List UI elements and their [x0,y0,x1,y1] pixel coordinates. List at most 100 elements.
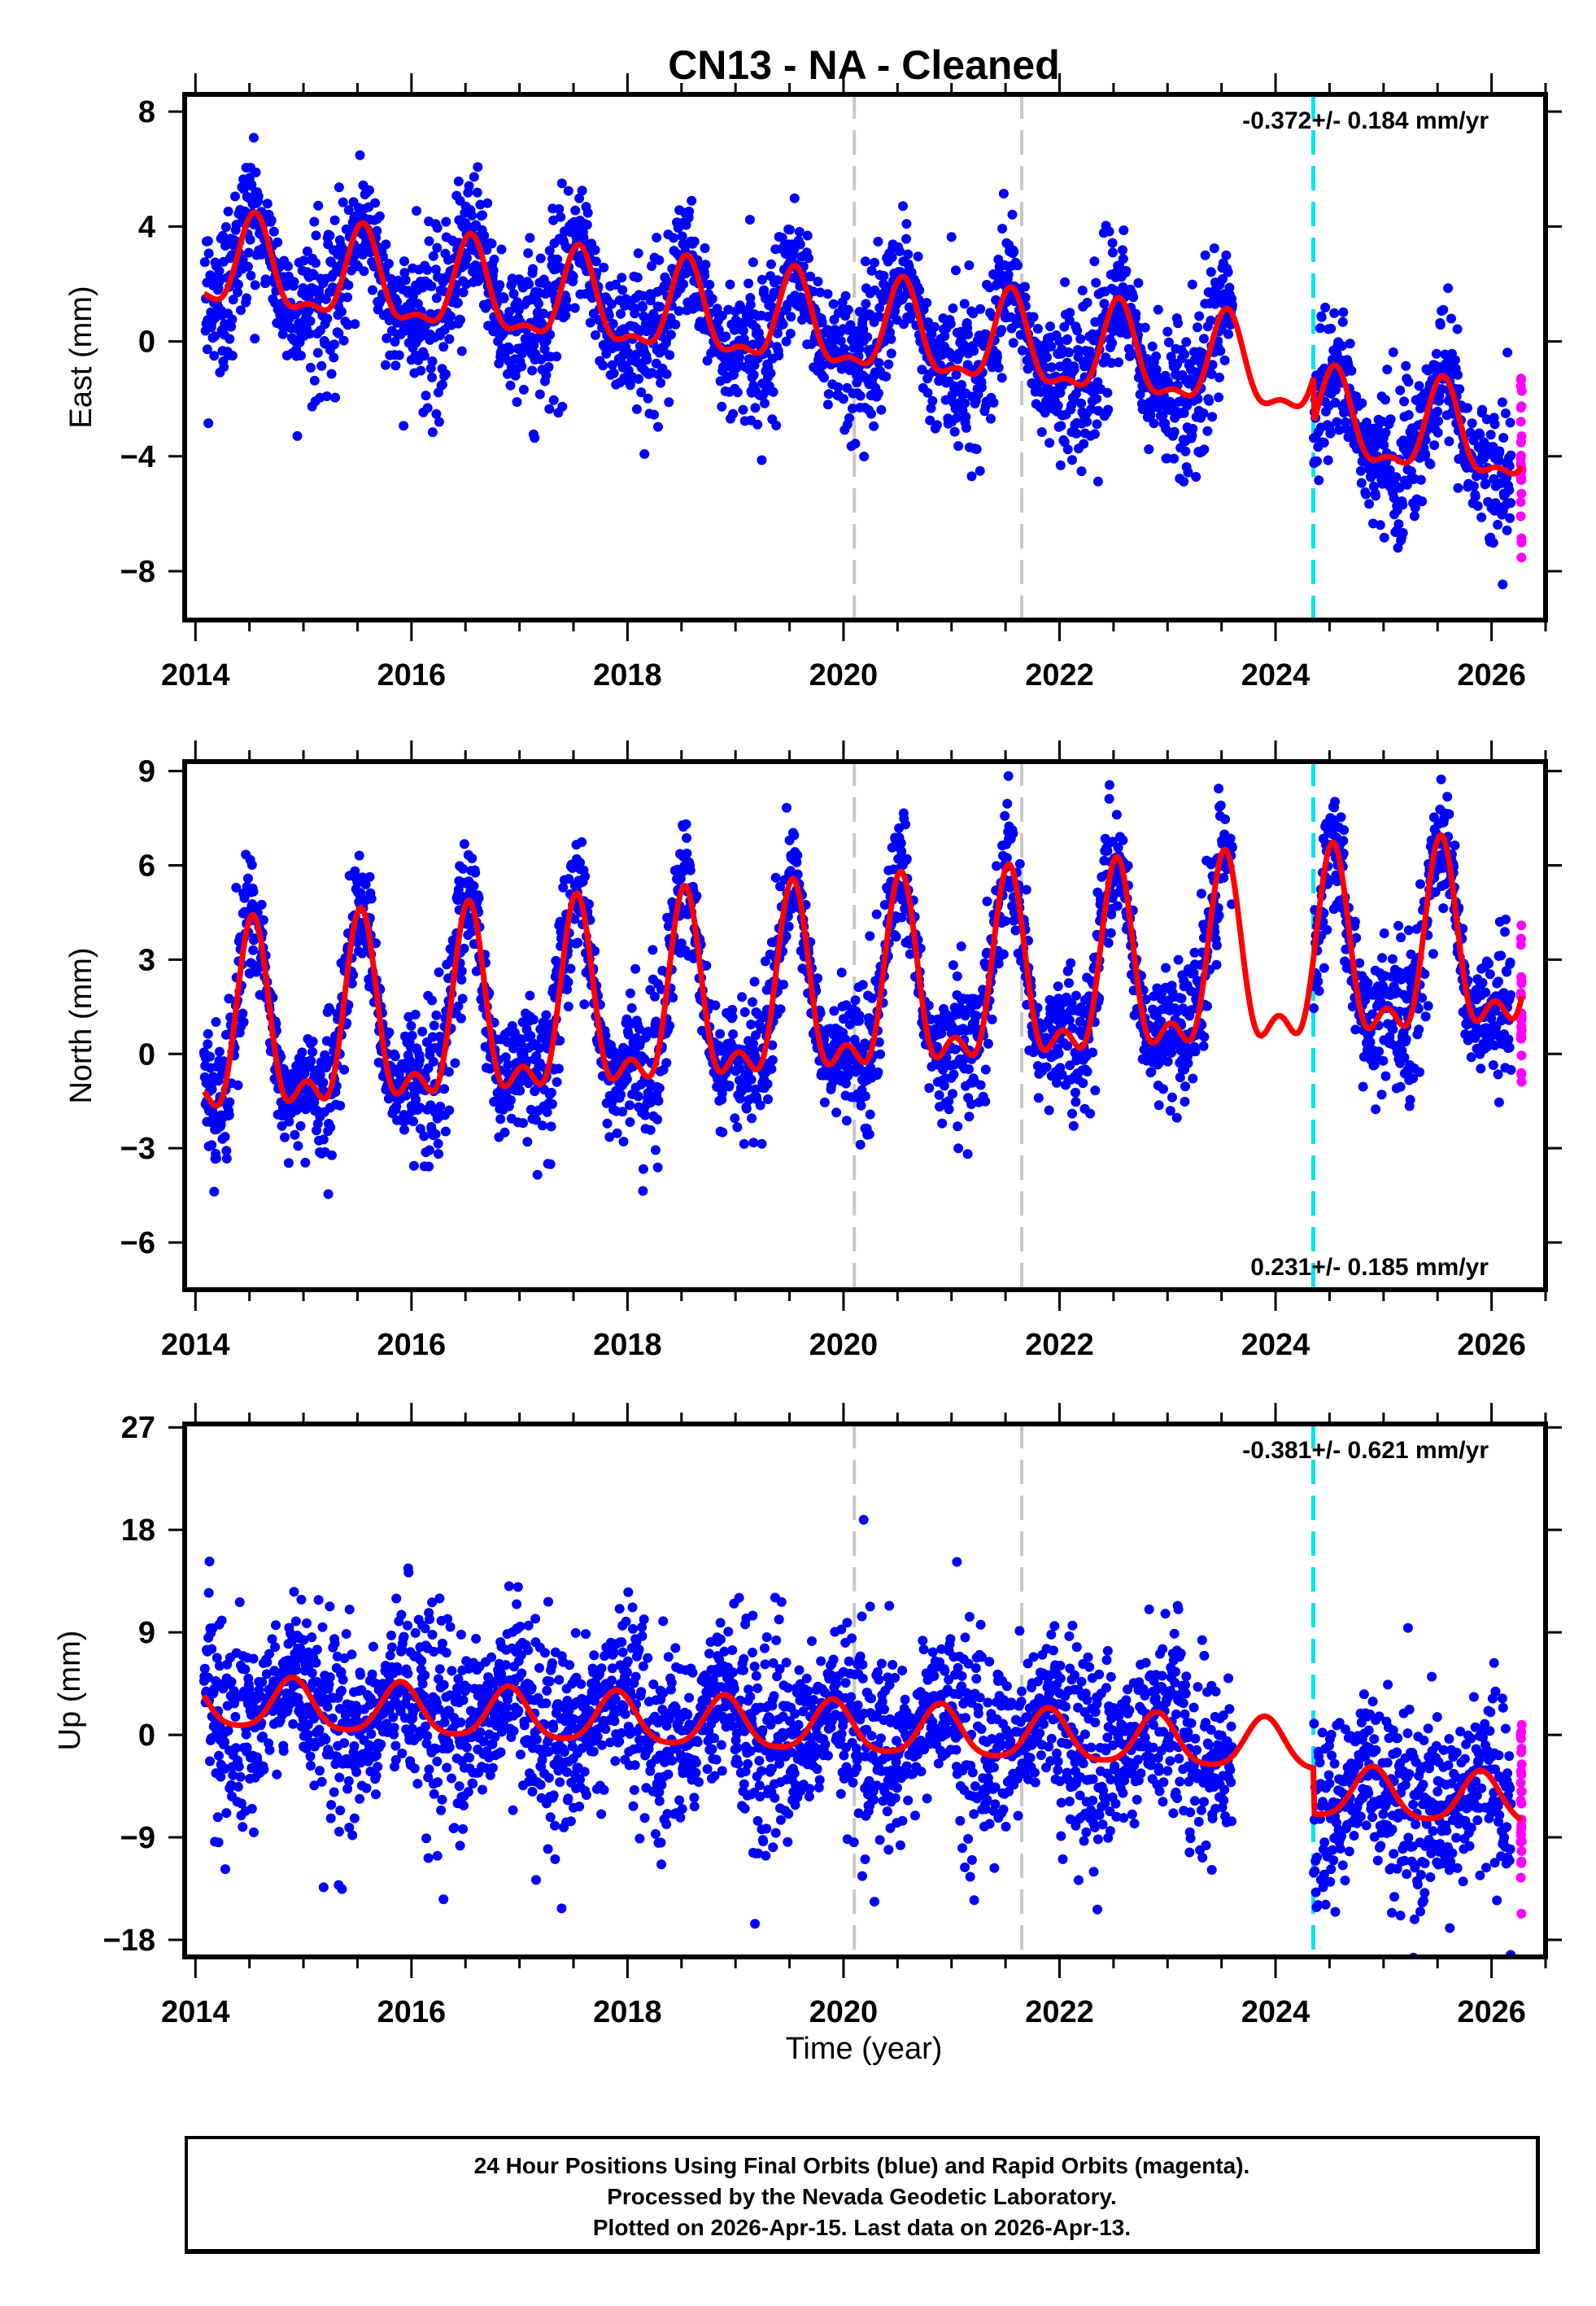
final-orbit-point [364,185,374,195]
final-orbit-point [327,1150,337,1160]
final-orbit-point [355,150,365,160]
final-orbit-point [1162,326,1173,337]
final-orbit-point [350,319,360,330]
final-orbit-point [1046,341,1057,352]
final-orbit-point [1062,444,1073,455]
final-orbit-point [1180,446,1191,456]
final-orbit-point [525,990,535,1001]
final-orbit-point [656,378,666,388]
final-orbit-point [256,899,267,910]
final-orbit-point [512,397,522,407]
final-orbit-point [570,205,581,216]
final-orbit-point [896,912,907,923]
final-orbit-point [1435,320,1446,330]
final-orbit-point [262,199,273,209]
final-orbit-point [768,387,778,397]
final-orbit-point [1106,358,1117,368]
final-orbit-point [1218,273,1228,284]
final-orbit-point [434,417,444,427]
final-orbit-point [738,404,748,415]
final-orbit-point [948,1069,959,1080]
final-orbit-point [368,285,377,295]
final-orbit-point [866,408,876,419]
final-orbit-point [730,1113,740,1124]
final-orbit-point [945,319,956,329]
final-orbit-point [469,880,479,891]
final-orbit-point [456,315,465,325]
final-orbit-point [283,261,293,272]
final-orbit-point [327,1038,338,1049]
final-orbit-point [599,262,609,273]
final-orbit-point [228,295,238,305]
final-orbit-point [1332,417,1342,427]
final-orbit-point [381,239,391,250]
final-orbit-point [394,350,404,360]
final-orbit-point [860,1091,870,1102]
final-orbit-point [562,302,572,312]
final-orbit-point [496,244,507,255]
final-orbit-point [749,976,760,987]
final-orbit-point [1409,511,1419,522]
final-orbit-point [850,439,861,449]
final-orbit-point [1173,318,1184,329]
final-orbit-point [203,1039,213,1050]
final-orbit-point [203,236,213,247]
final-orbit-point [752,419,763,430]
final-orbit-point [537,1120,547,1131]
final-orbit-point [325,1004,335,1015]
final-orbit-point [900,819,911,830]
final-orbit-point [1489,419,1500,430]
final-orbit-point [1338,307,1349,317]
final-orbit-point [534,389,545,400]
final-orbit-point [293,1141,303,1151]
final-orbit-point [757,274,767,285]
final-orbit-point [652,1114,663,1125]
final-orbit-point [953,1143,964,1154]
final-orbit-point [238,1017,249,1028]
chart-title: CN13 - NA - Cleaned [668,42,1060,88]
final-orbit-point [860,256,870,267]
final-orbit-point [1476,512,1487,522]
final-orbit-point [901,219,912,229]
final-orbit-point [661,1058,672,1068]
final-orbit-point [953,441,964,452]
final-orbit-point [545,1159,556,1169]
final-orbit-point [633,1091,643,1102]
final-orbit-point [843,304,853,315]
final-orbit-point [829,335,839,346]
final-orbit-point [986,413,996,424]
final-orbit-point [1055,460,1066,470]
x-tick-label: 2018 [593,658,662,692]
final-orbit-point [934,1090,944,1100]
y-axis-label: East (mm) [64,286,98,428]
final-orbit-point [521,1055,532,1066]
final-orbit-point [961,412,971,422]
x-tick-label: 2024 [1241,658,1310,692]
final-orbit-point [648,945,658,955]
final-orbit-point [1036,427,1047,437]
final-orbit-point [1415,474,1426,485]
final-orbit-point [813,277,823,286]
final-orbit-point [590,245,600,255]
final-orbit-point [1206,369,1217,379]
final-orbit-point [539,308,549,319]
final-orbit-point [766,259,776,269]
final-orbit-point [772,328,783,338]
final-orbit-point [1414,381,1424,391]
final-orbit-point [1091,277,1101,288]
final-orbit-point [682,848,692,858]
final-orbit-point [563,186,573,196]
final-orbit-point [1127,348,1137,359]
final-orbit-point [1209,243,1219,254]
final-orbit-point [1200,250,1210,260]
final-orbit-point [996,325,1007,335]
final-orbit-point [665,1020,675,1031]
final-orbit-point [1498,433,1509,443]
final-orbit-point [763,1094,773,1104]
final-orbit-point [303,306,314,317]
final-orbit-point [238,255,248,264]
final-orbit-point [631,349,642,360]
final-orbit-point [964,1112,975,1122]
final-orbit-point [732,1122,743,1133]
final-orbit-point [652,1162,663,1173]
